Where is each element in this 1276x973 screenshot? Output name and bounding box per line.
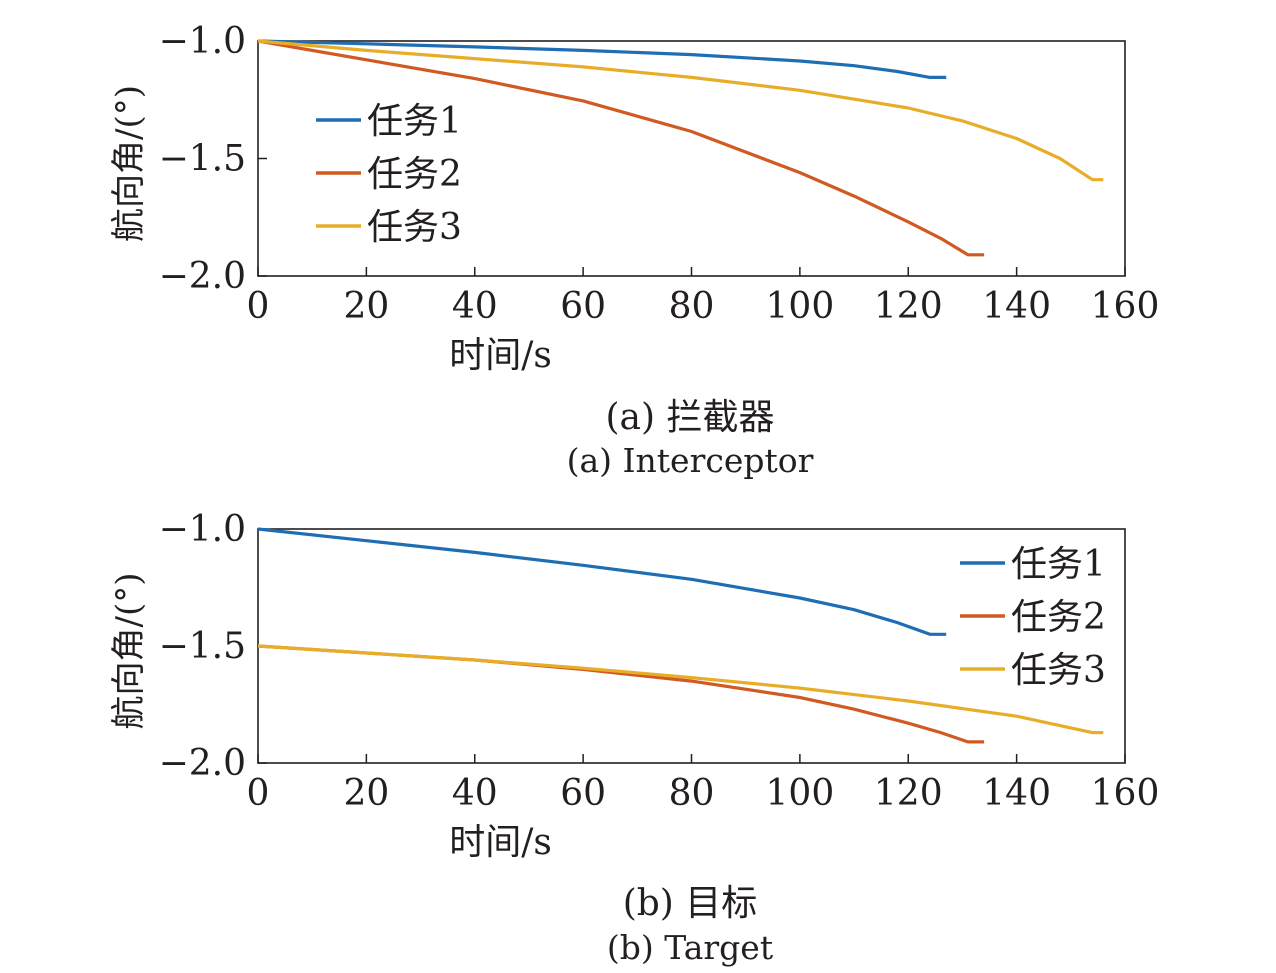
x-tick-label: 160 [1091,286,1160,327]
x-tick-label: 100 [766,773,835,814]
y-tick-label: −1.0 [159,21,246,62]
x-tick-label: 140 [982,286,1051,327]
x-tick-label: 40 [452,286,498,327]
x-tick-label: 0 [247,286,270,327]
caption-b-en: (b) Target [606,928,774,967]
x-tick-label: 120 [874,773,943,814]
x-tick-label: 0 [247,773,270,814]
x-axis-label: 时间/s [449,335,552,376]
y-tick-label: −2.0 [159,743,246,784]
y-axis-label: 航向角/(°) [109,573,149,730]
legend-label-task1: 任务1 [367,101,462,142]
y-tick-label: −1.5 [159,626,246,667]
x-tick-label: 120 [874,286,943,327]
legend-label-task3: 任务3 [367,207,462,248]
legend-label-task2: 任务2 [1011,597,1106,638]
series-line-task2 [257,39,985,257]
chart-panel-b: 0 20 40 60 80 100 120 140 160 −1.0 −1.5 −2.0 时间/s 航向角… [109,509,1159,863]
y-tick-label: −1.5 [159,139,246,180]
series-line-task3 [257,39,1104,182]
caption-a-en: (a) Interceptor [566,441,814,480]
x-tick-label: 160 [1091,773,1160,814]
caption-b-zh: (b) 目标 [622,883,758,924]
chart-panel-a: 0 20 40 60 80 100 120 140 160 −1.0 −1.5 −2.0 时间/s 航向角… [109,21,1159,376]
x-tick-label: 80 [669,773,715,814]
series-line-task2 [257,644,985,744]
y-tick-label: −1.0 [159,509,246,550]
x-tick-label: 60 [560,773,606,814]
x-axis-label: 时间/s [449,822,552,863]
y-axis-label: 航向角/(°) [109,85,149,242]
series-line-task1 [257,527,947,636]
legend-label-task3: 任务3 [1011,650,1106,691]
caption-a-zh: (a) 拦截器 [605,397,775,438]
x-tick-label: 100 [766,286,835,327]
x-tick-label: 20 [343,286,389,327]
x-tick-label: 20 [343,773,389,814]
x-tick-label: 60 [560,286,606,327]
x-tick-label: 40 [452,773,498,814]
x-tick-label: 80 [669,286,715,327]
legend: 任务1 任务2 任务3 [316,101,462,248]
x-tick-label: 140 [982,773,1051,814]
legend-label-task1: 任务1 [1011,544,1106,585]
series-line-task1 [257,39,947,79]
y-tick-label: −2.0 [159,256,246,297]
series-line-task3 [257,644,1104,735]
legend-label-task2: 任务2 [367,154,462,195]
legend: 任务1 任务2 任务3 [960,544,1106,691]
